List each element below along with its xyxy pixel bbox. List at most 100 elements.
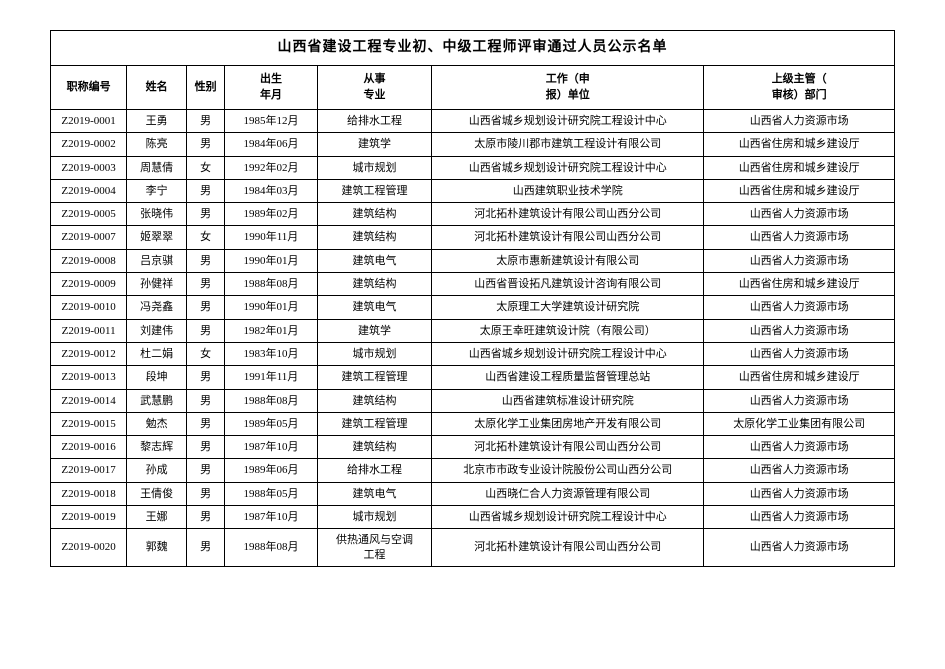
- cell-id: Z2019-0018: [51, 482, 127, 505]
- cell-dept: 山西省人力资源市场: [704, 389, 895, 412]
- table-row: Z2019-0003周慧倩女1992年02月城市规划山西省城乡规划设计研究院工程…: [51, 156, 895, 179]
- cell-work: 太原王幸旺建筑设计院（有限公司）: [432, 319, 704, 342]
- table-row: Z2019-0016黎志辉男1987年10月建筑结构河北拓朴建筑设计有限公司山西…: [51, 436, 895, 459]
- cell-sex: 男: [187, 179, 225, 202]
- cell-id: Z2019-0019: [51, 506, 127, 529]
- col-header-id: 职称编号: [51, 66, 127, 110]
- cell-sex: 男: [187, 412, 225, 435]
- cell-birth: 1985年12月: [225, 109, 318, 132]
- cell-dept: 山西省人力资源市场: [704, 459, 895, 482]
- cell-major: 建筑工程管理: [317, 412, 431, 435]
- cell-major: 供热通风与空调工程: [317, 529, 431, 567]
- cell-birth: 1987年10月: [225, 506, 318, 529]
- cell-sex: 女: [187, 156, 225, 179]
- cell-id: Z2019-0009: [51, 273, 127, 296]
- cell-id: Z2019-0020: [51, 529, 127, 567]
- cell-dept: 山西省住房和城乡建设厅: [704, 133, 895, 156]
- cell-work: 山西省城乡规划设计研究院工程设计中心: [432, 506, 704, 529]
- table-row: Z2019-0017孙成男1989年06月给排水工程北京市市政专业设计院股份公司…: [51, 459, 895, 482]
- cell-id: Z2019-0012: [51, 342, 127, 365]
- cell-dept: 山西省人力资源市场: [704, 506, 895, 529]
- cell-major: 建筑结构: [317, 226, 431, 249]
- cell-work: 山西晓仁合人力资源管理有限公司: [432, 482, 704, 505]
- cell-id: Z2019-0011: [51, 319, 127, 342]
- cell-major: 建筑工程管理: [317, 179, 431, 202]
- cell-id: Z2019-0015: [51, 412, 127, 435]
- table-row: Z2019-0013段坤男1991年11月建筑工程管理山西省建设工程质量监督管理…: [51, 366, 895, 389]
- cell-birth: 1990年01月: [225, 296, 318, 319]
- cell-birth: 1990年01月: [225, 249, 318, 272]
- cell-major: 建筑结构: [317, 273, 431, 296]
- cell-sex: 男: [187, 273, 225, 296]
- cell-id: Z2019-0013: [51, 366, 127, 389]
- cell-sex: 男: [187, 366, 225, 389]
- cell-major: 给排水工程: [317, 109, 431, 132]
- cell-name: 王勇: [127, 109, 187, 132]
- cell-name: 周慧倩: [127, 156, 187, 179]
- cell-sex: 女: [187, 342, 225, 365]
- cell-dept: 山西省人力资源市场: [704, 482, 895, 505]
- cell-dept: 山西省人力资源市场: [704, 203, 895, 226]
- cell-name: 王倩俊: [127, 482, 187, 505]
- cell-name: 武慧鹏: [127, 389, 187, 412]
- cell-id: Z2019-0010: [51, 296, 127, 319]
- cell-id: Z2019-0008: [51, 249, 127, 272]
- cell-sex: 男: [187, 133, 225, 156]
- cell-major: 建筑电气: [317, 249, 431, 272]
- cell-major: 给排水工程: [317, 459, 431, 482]
- cell-work: 山西省晋设拓凡建筑设计咨询有限公司: [432, 273, 704, 296]
- col-header-major: 从事专业: [317, 66, 431, 110]
- roster-table: 山西省建设工程专业初、中级工程师评审通过人员公示名单 职称编号 姓名 性别 出生…: [50, 30, 895, 567]
- cell-name: 勉杰: [127, 412, 187, 435]
- cell-work: 河北拓朴建筑设计有限公司山西分公司: [432, 529, 704, 567]
- cell-dept: 山西省人力资源市场: [704, 249, 895, 272]
- cell-id: Z2019-0005: [51, 203, 127, 226]
- cell-name: 吕京骐: [127, 249, 187, 272]
- cell-birth: 1989年02月: [225, 203, 318, 226]
- cell-sex: 男: [187, 389, 225, 412]
- col-header-name: 姓名: [127, 66, 187, 110]
- cell-id: Z2019-0002: [51, 133, 127, 156]
- cell-name: 陈亮: [127, 133, 187, 156]
- cell-work: 山西省建筑标准设计研究院: [432, 389, 704, 412]
- title-row: 山西省建设工程专业初、中级工程师评审通过人员公示名单: [51, 31, 895, 66]
- cell-major: 城市规划: [317, 156, 431, 179]
- cell-sex: 男: [187, 436, 225, 459]
- cell-dept: 山西省住房和城乡建设厅: [704, 156, 895, 179]
- cell-birth: 1991年11月: [225, 366, 318, 389]
- cell-major: 建筑结构: [317, 436, 431, 459]
- table-row: Z2019-0007姬翠翠女1990年11月建筑结构河北拓朴建筑设计有限公司山西…: [51, 226, 895, 249]
- cell-name: 李宁: [127, 179, 187, 202]
- cell-dept: 山西省人力资源市场: [704, 342, 895, 365]
- cell-work: 太原市惠新建筑设计有限公司: [432, 249, 704, 272]
- cell-name: 王娜: [127, 506, 187, 529]
- cell-birth: 1990年11月: [225, 226, 318, 249]
- cell-sex: 女: [187, 226, 225, 249]
- cell-dept: 山西省住房和城乡建设厅: [704, 179, 895, 202]
- table-row: Z2019-0018王倩俊男1988年05月建筑电气山西晓仁合人力资源管理有限公…: [51, 482, 895, 505]
- table-row: Z2019-0011刘建伟男1982年01月建筑学太原王幸旺建筑设计院（有限公司…: [51, 319, 895, 342]
- cell-birth: 1984年06月: [225, 133, 318, 156]
- cell-major: 建筑学: [317, 133, 431, 156]
- cell-dept: 山西省人力资源市场: [704, 436, 895, 459]
- cell-work: 河北拓朴建筑设计有限公司山西分公司: [432, 436, 704, 459]
- cell-id: Z2019-0001: [51, 109, 127, 132]
- table-row: Z2019-0009孙健祥男1988年08月建筑结构山西省晋设拓凡建筑设计咨询有…: [51, 273, 895, 296]
- cell-birth: 1987年10月: [225, 436, 318, 459]
- table-row: Z2019-0010冯尧鑫男1990年01月建筑电气太原理工大学建筑设计研究院山…: [51, 296, 895, 319]
- cell-work: 北京市市政专业设计院股份公司山西分公司: [432, 459, 704, 482]
- cell-name: 刘建伟: [127, 319, 187, 342]
- cell-birth: 1984年03月: [225, 179, 318, 202]
- cell-birth: 1982年01月: [225, 319, 318, 342]
- cell-id: Z2019-0004: [51, 179, 127, 202]
- cell-name: 孙成: [127, 459, 187, 482]
- cell-work: 太原理工大学建筑设计研究院: [432, 296, 704, 319]
- table-row: Z2019-0001王勇男1985年12月给排水工程山西省城乡规划设计研究院工程…: [51, 109, 895, 132]
- cell-birth: 1983年10月: [225, 342, 318, 365]
- table-row: Z2019-0004李宁男1984年03月建筑工程管理山西建筑职业技术学院山西省…: [51, 179, 895, 202]
- table-row: Z2019-0019王娜男1987年10月城市规划山西省城乡规划设计研究院工程设…: [51, 506, 895, 529]
- cell-sex: 男: [187, 203, 225, 226]
- cell-name: 段坤: [127, 366, 187, 389]
- table-title: 山西省建设工程专业初、中级工程师评审通过人员公示名单: [51, 31, 895, 66]
- cell-name: 郭魏: [127, 529, 187, 567]
